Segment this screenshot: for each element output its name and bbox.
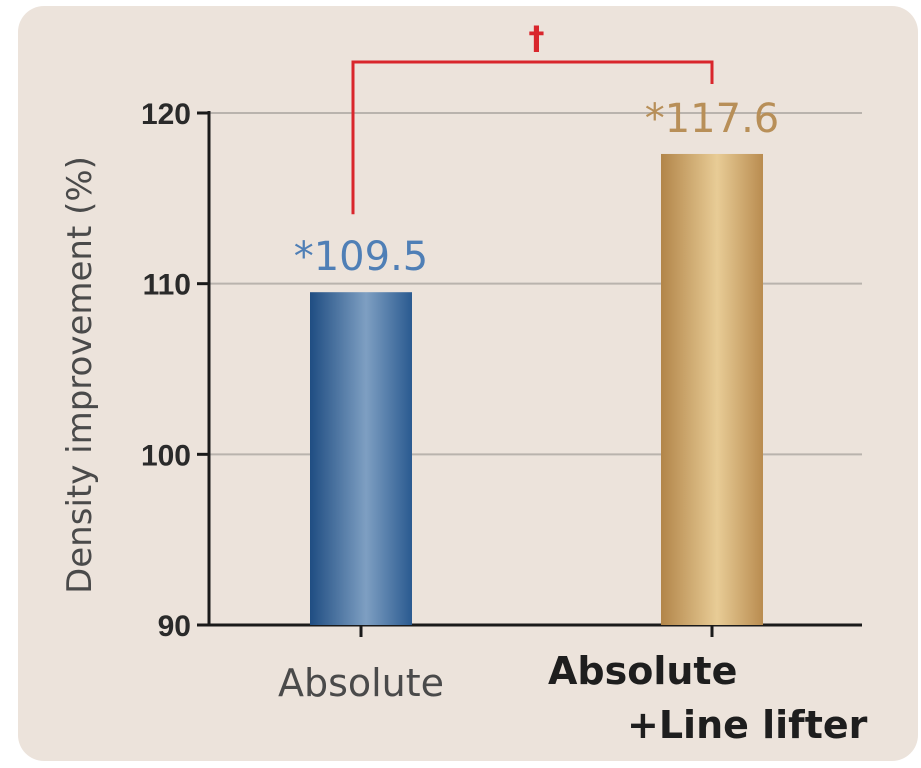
category-label-line: Absolute (278, 661, 444, 705)
data-label: *109.5 (294, 234, 429, 280)
category-label-line: +Line lifter (627, 703, 868, 747)
y-axis-title: Density improvement (%) (60, 156, 100, 594)
labels: *109.5 Absolute *117.6 Absolute +Line lifter (278, 96, 868, 747)
chart-panel (18, 6, 918, 761)
gridlines (209, 112, 862, 456)
category-label: Absolute +Line lifter (548, 649, 868, 747)
y-tick-label: 100 (141, 439, 191, 472)
category-label-line: Absolute (548, 649, 737, 693)
significance-mark: † (529, 19, 545, 57)
significance-line (351, 60, 714, 215)
category-label: Absolute (278, 661, 444, 705)
bar (661, 153, 763, 625)
y-tick-label: 120 (141, 98, 191, 131)
data-label: *117.6 (645, 96, 780, 142)
significance-bracket: † (351, 19, 714, 215)
bars (310, 153, 763, 625)
y-tick-label: 110 (143, 269, 191, 302)
bar (310, 292, 412, 625)
y-tick-label: 90 (158, 610, 191, 643)
